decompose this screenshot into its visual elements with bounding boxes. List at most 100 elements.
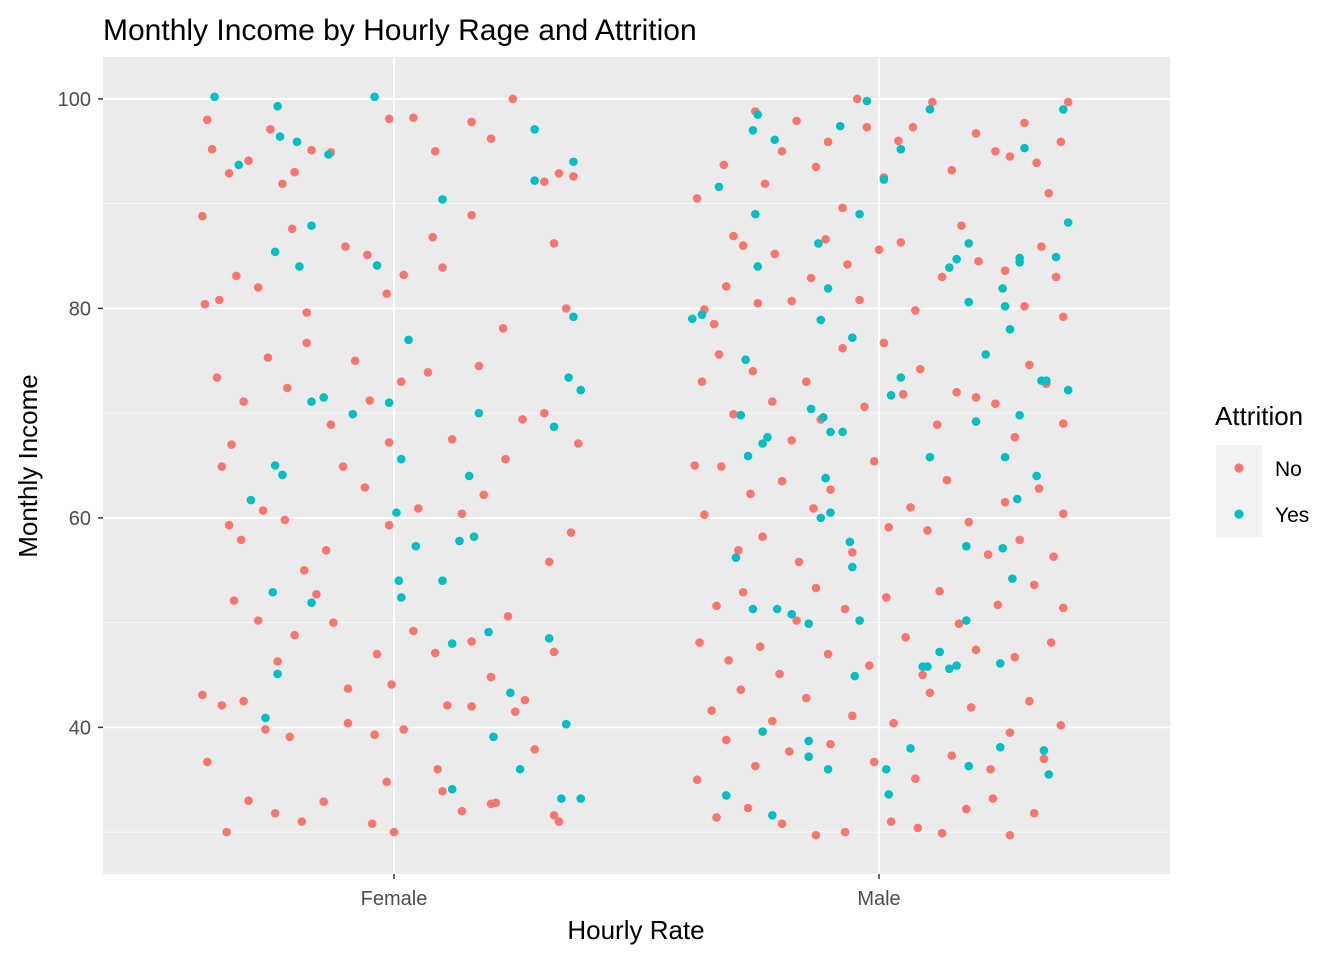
data-point-no [751,761,760,771]
data-point-yes [1059,105,1068,114]
data-point-yes [404,335,413,345]
data-point-no [1059,603,1068,613]
data-point-yes [758,727,767,736]
data-point-no [753,298,763,308]
data-point-no [964,517,974,527]
data-point-yes [447,784,457,794]
data-point-no [227,440,236,449]
data-point-no [915,364,925,374]
data-point-yes [995,742,1005,752]
data-point-no [474,361,484,371]
data-point-no [202,115,212,125]
data-point-yes [945,664,954,674]
x-axis-title: Hourly Rate [567,915,704,945]
data-point-no [894,136,903,146]
data-point-no [486,134,496,143]
data-point-no [508,94,518,104]
data-point-no [1025,696,1034,706]
data-point-no [1032,158,1041,168]
data-point-no [503,612,513,621]
minor-gridlines [103,203,1170,833]
data-point-no [273,657,282,666]
data-point-no [266,124,275,134]
data-point-no [1056,720,1066,730]
data-point-no [777,146,787,156]
y-axis: 40 60 80 100 [58,89,103,739]
data-point-no [806,273,816,283]
data-point-no [486,672,496,682]
data-point-no [253,283,263,292]
data-point-no [862,122,872,132]
data-point-no [937,828,947,838]
data-point-yes [952,254,961,264]
data-point-no [860,402,869,412]
data-point-no [884,522,893,532]
data-point-no [823,137,833,147]
data-point-no [270,808,280,818]
data-point-yes [804,619,813,628]
data-point-no [297,817,307,826]
data-point-yes [307,598,316,608]
data-point-yes [687,314,697,324]
data-point-yes [855,209,864,219]
data-point-no [239,397,248,406]
data-point-yes [1000,452,1010,462]
data-point-no [384,114,394,124]
data-point-no [879,338,889,348]
data-point-yes [763,432,772,442]
data-point-no [738,241,748,250]
data-point-no [734,546,743,555]
y-axis-title: Monthly Income [13,374,43,558]
data-point-no [200,299,210,309]
data-point-no [549,811,559,820]
data-point-no [467,702,476,711]
data-point-yes [348,409,358,419]
data-point-no [760,179,770,189]
data-point-yes [278,470,287,480]
data-point-yes [971,417,981,426]
data-point-no [263,353,273,362]
data-point-no [724,656,733,665]
data-point-yes [923,662,932,671]
legend-key-yes [1234,509,1244,519]
data-point-yes [319,393,328,402]
data-point-no [244,796,253,805]
data-point-yes [292,137,302,147]
data-point-yes [469,532,479,542]
data-point-no [299,565,309,575]
data-point-no [540,408,549,418]
data-point-no [962,804,971,814]
data-point-no [826,485,835,494]
data-point-yes [998,543,1007,553]
data-point-yes [848,562,857,572]
data-point-no [1049,552,1058,561]
data-point-no [302,308,312,317]
data-point-yes [995,659,1005,668]
data-point-no [438,786,447,796]
data-point-no [758,532,767,542]
data-point-no [881,593,891,602]
data-point-no [852,94,862,104]
data-point-no [510,707,520,716]
data-point-yes [751,209,760,219]
data-point-no [367,819,377,829]
data-point-no [290,630,299,640]
data-point-yes [818,413,828,422]
data-point-no [447,435,457,444]
data-point-no [207,144,217,154]
data-point-yes [464,471,474,481]
data-point-no [280,515,290,525]
data-point-no [338,462,348,471]
data-point-yes [770,135,780,145]
data-point-no [787,296,796,306]
data-point-no [518,415,527,424]
chart-title: Monthly Income by Hourly Rage and Attrit… [103,14,697,47]
data-point-yes [268,587,278,597]
data-point-yes [721,791,731,800]
data-point-no [738,587,748,597]
data-point-no [413,504,423,513]
data-point-yes [1044,770,1054,779]
data-point-no [784,747,794,756]
data-point-no [898,389,908,399]
data-point-no [855,295,864,305]
